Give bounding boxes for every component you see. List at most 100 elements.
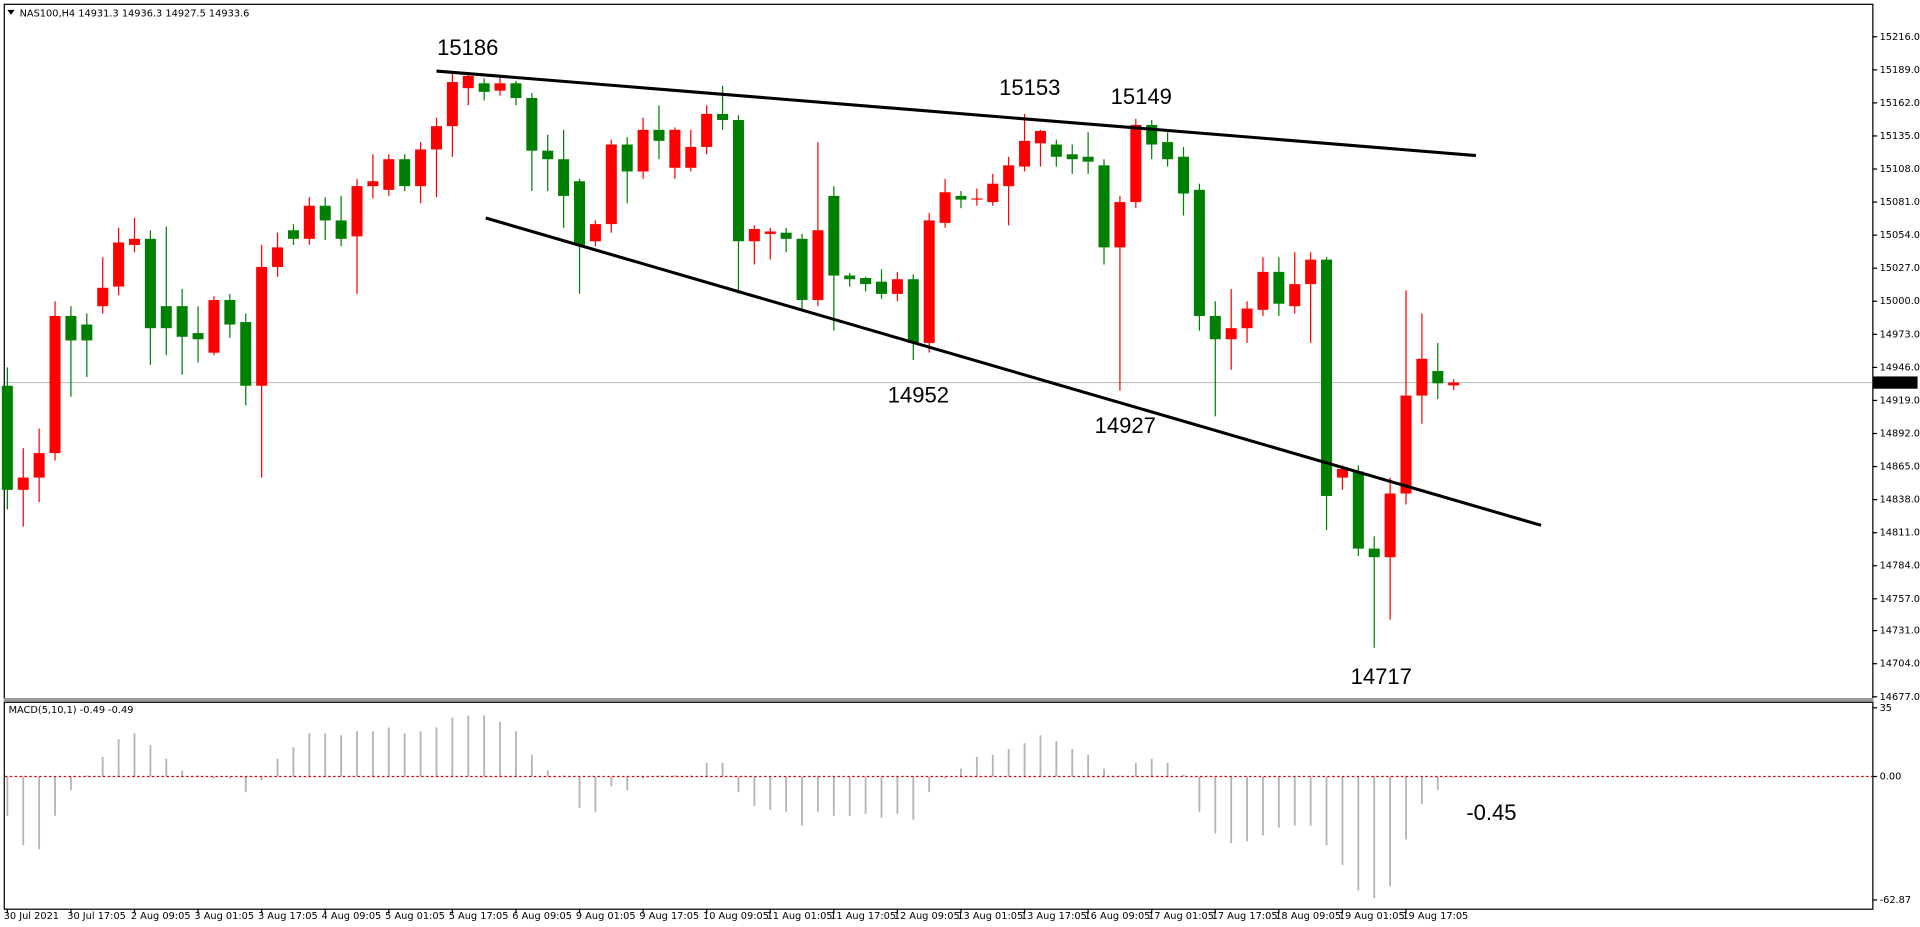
candle-body (1082, 156, 1094, 162)
candle-body (574, 181, 586, 245)
macd-bar (467, 715, 470, 777)
candle-body (1050, 144, 1062, 157)
candle-body (1273, 271, 1285, 304)
macd-bar (1405, 776, 1407, 840)
candle-body (939, 192, 951, 223)
x-tick-label: 16 Aug 09:05 (1084, 911, 1150, 922)
x-tick-label: 6 Aug 09:05 (512, 911, 572, 922)
macd-bar (975, 756, 978, 777)
macd-bar (944, 776, 947, 779)
candle-body (542, 150, 554, 160)
candle-body (192, 333, 204, 340)
macd-bar (260, 776, 263, 781)
candle-body (240, 322, 252, 386)
y-tick-label: 0.00 (1880, 771, 1902, 782)
candle-body (1416, 358, 1428, 396)
macd-bar (54, 776, 56, 816)
candle-body (764, 231, 776, 234)
macd-bar (801, 776, 803, 826)
x-tick-label: 30 Jul 17:05 (67, 911, 126, 922)
candle-body (748, 229, 760, 242)
candle-body (256, 266, 268, 386)
macd-bar (673, 775, 676, 777)
y-tick-label: 14919.0 (1880, 395, 1920, 406)
price-annotation: 14927 (1095, 413, 1156, 438)
candle-body (860, 277, 872, 285)
y-tick-label: 14784.0 (1880, 561, 1920, 572)
candle-body (303, 205, 315, 239)
candle-body (335, 220, 347, 239)
macd-bar (1023, 743, 1026, 777)
candle-body (1432, 371, 1444, 384)
candle-body (399, 159, 411, 187)
price-panel (3, 3, 1874, 700)
price-annotation: 15153 (999, 75, 1060, 100)
candle-body (971, 198, 983, 200)
macd-bar (1325, 776, 1328, 846)
candle-body (1400, 395, 1412, 494)
candle-body (844, 275, 856, 280)
candle-body (224, 300, 236, 325)
candle-body (478, 83, 490, 92)
x-tick-label: 3 Aug 17:05 (258, 911, 318, 922)
macd-bar (1230, 776, 1233, 844)
macd-bar (324, 733, 327, 777)
macd-bar (387, 727, 390, 777)
y-tick-label: 15027.0 (1880, 263, 1920, 274)
y-tick-label: 14946.0 (1880, 362, 1920, 373)
candle-body (17, 477, 29, 490)
macd-bar (1452, 776, 1455, 778)
macd-bar (356, 731, 358, 777)
macd-bar (1214, 776, 1217, 834)
candle-body (685, 146, 697, 168)
candle-body (1336, 469, 1348, 478)
macd-panel (3, 701, 1874, 910)
macd-bar (721, 762, 724, 777)
candle-body (1114, 202, 1126, 248)
candle-body (1352, 471, 1364, 549)
y-tick-label: 15000.0 (1880, 296, 1920, 307)
candle-body (1209, 315, 1221, 340)
macd-bar (848, 776, 851, 816)
candle-body (1321, 259, 1333, 496)
candle-body (780, 232, 792, 239)
candle-body (717, 113, 729, 121)
macd-bar (133, 733, 136, 777)
macd-bar (817, 776, 819, 812)
chart-title: NAS100,H4 14931.3 14936.3 14927.5 14933.… (20, 9, 250, 20)
macd-bar (1150, 758, 1153, 777)
macd-bar (292, 747, 295, 777)
macd-bar (928, 776, 931, 793)
macd-bar (101, 756, 104, 777)
macd-annotation: -0.45 (1466, 800, 1516, 825)
candle-body (1305, 259, 1317, 285)
candle-body (128, 238, 141, 245)
y-tick-label: 14731.0 (1880, 626, 1920, 637)
macd-bar (546, 770, 549, 777)
candle-body (383, 159, 395, 190)
x-tick-label: 11 Aug 01:05 (767, 911, 833, 922)
macd-bar (22, 776, 25, 846)
x-tick-label: 3 Aug 01:05 (194, 911, 254, 922)
y-tick-label: 14973.0 (1880, 329, 1920, 340)
x-tick-label: 9 Aug 17:05 (639, 911, 699, 922)
macd-bar (578, 776, 581, 808)
macd-bar (785, 776, 788, 812)
macd-bar (1134, 762, 1137, 777)
macd-bar (594, 776, 597, 812)
candle-body (144, 238, 156, 329)
x-tick-label: 9 Aug 01:05 (576, 911, 636, 922)
candle-body (558, 159, 570, 196)
candle-body (494, 83, 506, 91)
y-tick-label: 35 (1880, 703, 1892, 714)
macd-bar (165, 758, 168, 777)
candle-body (1241, 308, 1253, 329)
candle-body (1, 385, 13, 490)
macd-bar (1039, 735, 1042, 777)
macd-bar (228, 776, 231, 779)
price-annotation: 15149 (1111, 84, 1172, 109)
macd-bar (1389, 776, 1392, 887)
candle-body (653, 129, 665, 141)
candle-body (701, 113, 713, 147)
